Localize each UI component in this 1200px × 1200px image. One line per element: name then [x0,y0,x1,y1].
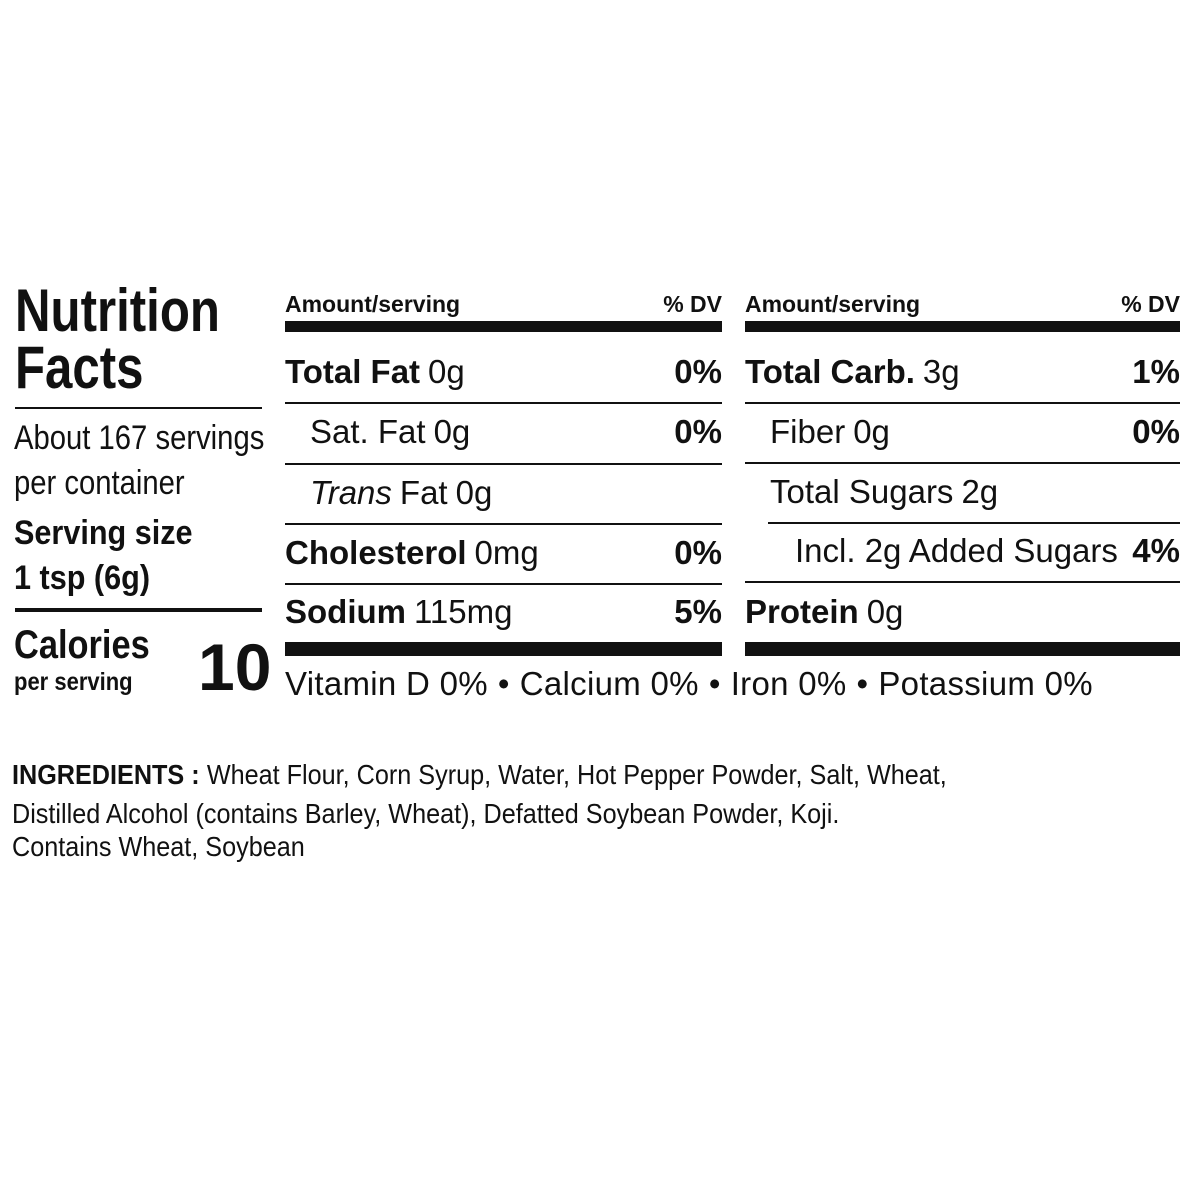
nutrient-row: Protein 0g [745,592,1180,632]
nutrient-row: Trans Fat 0g [310,473,722,513]
nutrient-row: Total Carb. 3g 1% [745,352,1180,392]
vitamins: Vitamin D 0% • Calcium 0% • Iron 0% • Potassiu… [285,664,1093,704]
ingredients-line: Distilled Alcohol (contains Barley, Whea… [12,798,840,829]
rule [285,321,722,332]
rule [15,608,262,612]
nutrient: Sodium [285,593,406,630]
separator: • [708,665,721,702]
amount: 0g [866,593,904,630]
nutrient-row: Incl. 2g Added Sugars 4% [795,531,1180,571]
rule [745,462,1180,464]
daily-value: 0% [674,534,722,571]
nutrient-row: Cholesterol 0mg 0% [285,533,722,573]
column-header: Amount/serving [285,291,461,317]
rule [745,581,1180,583]
column-header: % DV [663,291,722,317]
nutrient-italic: Trans [310,474,392,511]
rule [285,402,722,404]
nutrient-row: Sodium 115mg 5% [285,592,722,632]
amount: 0g [455,474,493,511]
rule [285,463,722,465]
title-line: Facts [15,334,144,401]
amount: 115mg [414,593,513,630]
vitamin: Iron 0% [730,665,847,702]
rule [768,522,1180,524]
vitamin: Potassium 0% [878,665,1093,702]
serving-size-label: Serving size [14,514,193,552]
ingredients-text: Wheat Flour, Corn Syrup, Water, Hot Pepp… [206,759,947,790]
rule [745,402,1180,404]
amount: 0g [433,413,471,450]
calories-sublabel: per serving [14,668,133,696]
daily-value: 5% [674,593,722,630]
column-header: % DV [1121,291,1180,317]
nutrient: Fat [399,474,448,511]
nutrient: Cholesterol [285,534,467,571]
amount: 3g [922,353,960,390]
calories-value: 10 [198,630,272,704]
nutrient: Incl. 2g Added Sugars [795,532,1118,569]
daily-value: 4% [1132,532,1180,569]
nutrient-row: Total Fat 0g 0% [285,352,722,392]
nutrient: Sat. Fat [310,413,426,450]
nutrient: Total Sugars [770,473,954,510]
nutrient: Total Fat [285,353,421,390]
serving-size: 1 tsp (6g) [14,559,151,597]
nutrient-row: Fiber 0g 0% [770,412,1180,452]
nutrient: Fiber [770,413,846,450]
amount: 0g [853,413,890,450]
nutrient: Protein [745,593,859,630]
nutrient-row: Sat. Fat 0g 0% [310,412,722,452]
servings: About 167 servings [14,419,265,457]
column-header: Amount/serving [745,291,921,317]
nutrient-row: Total Sugars 2g [770,472,1180,512]
title-line: Nutrition [15,277,220,344]
amount: 2g [961,473,999,510]
ingredients-label: INGREDIENTS : [12,759,200,790]
amount: 0g [428,353,465,390]
rule [745,642,1180,656]
rule [285,642,722,656]
servings: per container [14,464,185,502]
vitamin: Vitamin D 0% [285,665,488,702]
ingredients-contains: Contains Wheat, Soybean [12,831,305,862]
rule [15,407,262,409]
calories-label: Calories [14,623,150,667]
daily-value: 0% [674,353,722,390]
ingredients-line: INGREDIENTS : Wheat Flour, Corn Syrup, Wa… [12,758,947,792]
nutrient: Total Carb. [745,353,915,390]
amount: 0mg [474,534,539,571]
rule [285,583,722,585]
daily-value: 1% [1132,353,1180,390]
rule [745,321,1180,332]
rule [285,523,722,525]
separator: • [856,665,869,702]
vitamin: Calcium 0% [519,665,699,702]
daily-value: 0% [674,413,722,450]
daily-value: 0% [1132,413,1180,450]
separator: • [497,665,510,702]
